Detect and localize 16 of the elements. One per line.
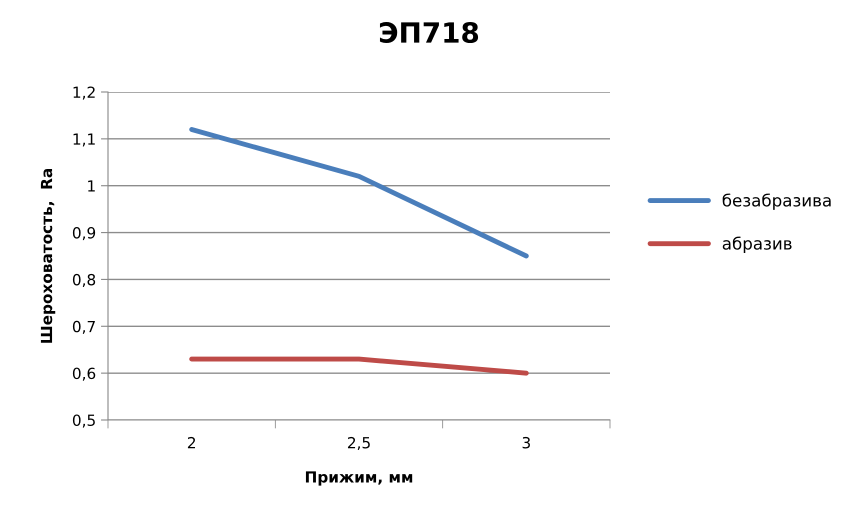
y-tick-label: 1 <box>88 180 95 192</box>
y-tick-label: 1,2 <box>74 86 95 100</box>
x-tick-label: 3 <box>522 436 530 448</box>
y-tick-label: 0,6 <box>72 368 96 381</box>
y-tick-label: 0,8 <box>72 274 96 288</box>
y-tick-label: 1,1 <box>74 134 95 146</box>
y-axis-title: Шероховатость, Ra <box>40 168 56 343</box>
y-tick-label: 0,7 <box>72 320 95 334</box>
x-axis-title: Прижим, мм <box>306 471 412 486</box>
y-tick-label: 0,9 <box>72 227 96 240</box>
legend-label: безабразива <box>722 193 831 210</box>
x-tick-label: 2,5 <box>348 436 370 450</box>
y-tick-label: 0,5 <box>72 414 95 428</box>
chart-title: ЭП718 <box>380 22 478 44</box>
legend-label: абразив <box>722 236 792 253</box>
x-tick-label: 2 <box>188 436 195 448</box>
